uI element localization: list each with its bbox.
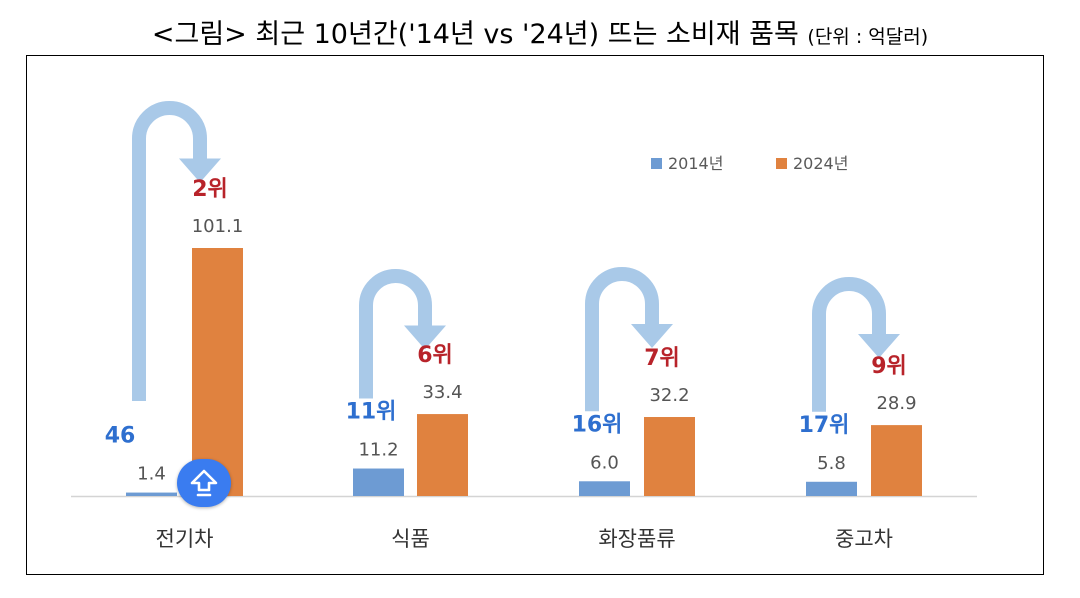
legend-label-2024: 2024년 (793, 154, 848, 173)
rank-arrowhead (631, 324, 673, 348)
legend-swatch-2024 (776, 158, 787, 169)
rank-arrow (132, 101, 207, 401)
value-label-2024: 33.4 (422, 382, 462, 403)
category-label: 중고차 (835, 527, 893, 551)
value-label-2024: 32.2 (649, 385, 689, 406)
rank-arrowhead (404, 325, 446, 350)
bar-2014 (579, 481, 630, 496)
rank-arrow (359, 269, 432, 399)
bar-2024 (644, 417, 695, 496)
category-label: 전기차 (156, 527, 214, 551)
bar-2024 (417, 414, 468, 496)
value-label-2014: 1.4 (137, 464, 166, 485)
rank-arrowhead (858, 334, 900, 358)
legend-label-2014: 2014년 (668, 154, 723, 173)
rank-label-2024: 7위 (644, 346, 680, 371)
value-label-2014: 5.8 (817, 453, 846, 474)
rank-arrowhead (179, 158, 221, 183)
page-title: <그림> 최근 10년간('14년 vs '24년) 뜨는 소비재 품목 (단위… (0, 12, 1080, 51)
rank-label-2024: 2위 (192, 177, 228, 202)
value-label-2024: 101.1 (192, 216, 244, 237)
rank-label-2024: 9위 (871, 354, 907, 379)
chart-title: <그림> 최근 10년간('14년 vs '24년) 뜨는 소비재 품목 (151, 19, 799, 50)
up-badge-button[interactable] (177, 459, 231, 507)
unit-note: (단위 : 억달러) (807, 26, 929, 48)
rank-label-2014: 11위 (346, 400, 397, 425)
rank-label-2024: 6위 (417, 343, 453, 368)
rank-arrow (585, 267, 659, 412)
rank-label-2014: 17위 (799, 413, 850, 438)
category-label: 화장품류 (598, 527, 675, 551)
up-arrow-icon (190, 469, 218, 497)
category-label: 식품 (391, 527, 430, 551)
value-label-2024: 28.9 (876, 393, 916, 414)
bar-2014 (806, 481, 857, 496)
rank-label-2014: 46 (105, 424, 136, 449)
bar-2024 (192, 248, 243, 496)
legend-swatch-2014 (651, 158, 662, 169)
rank-label-2014: 16위 (572, 412, 623, 437)
bar-2014 (126, 492, 177, 496)
bar-2014 (353, 468, 404, 496)
value-label-2014: 11.2 (358, 440, 398, 461)
value-label-2014: 6.0 (590, 452, 619, 473)
rank-arrow (812, 277, 886, 412)
bar-2024 (871, 425, 922, 496)
